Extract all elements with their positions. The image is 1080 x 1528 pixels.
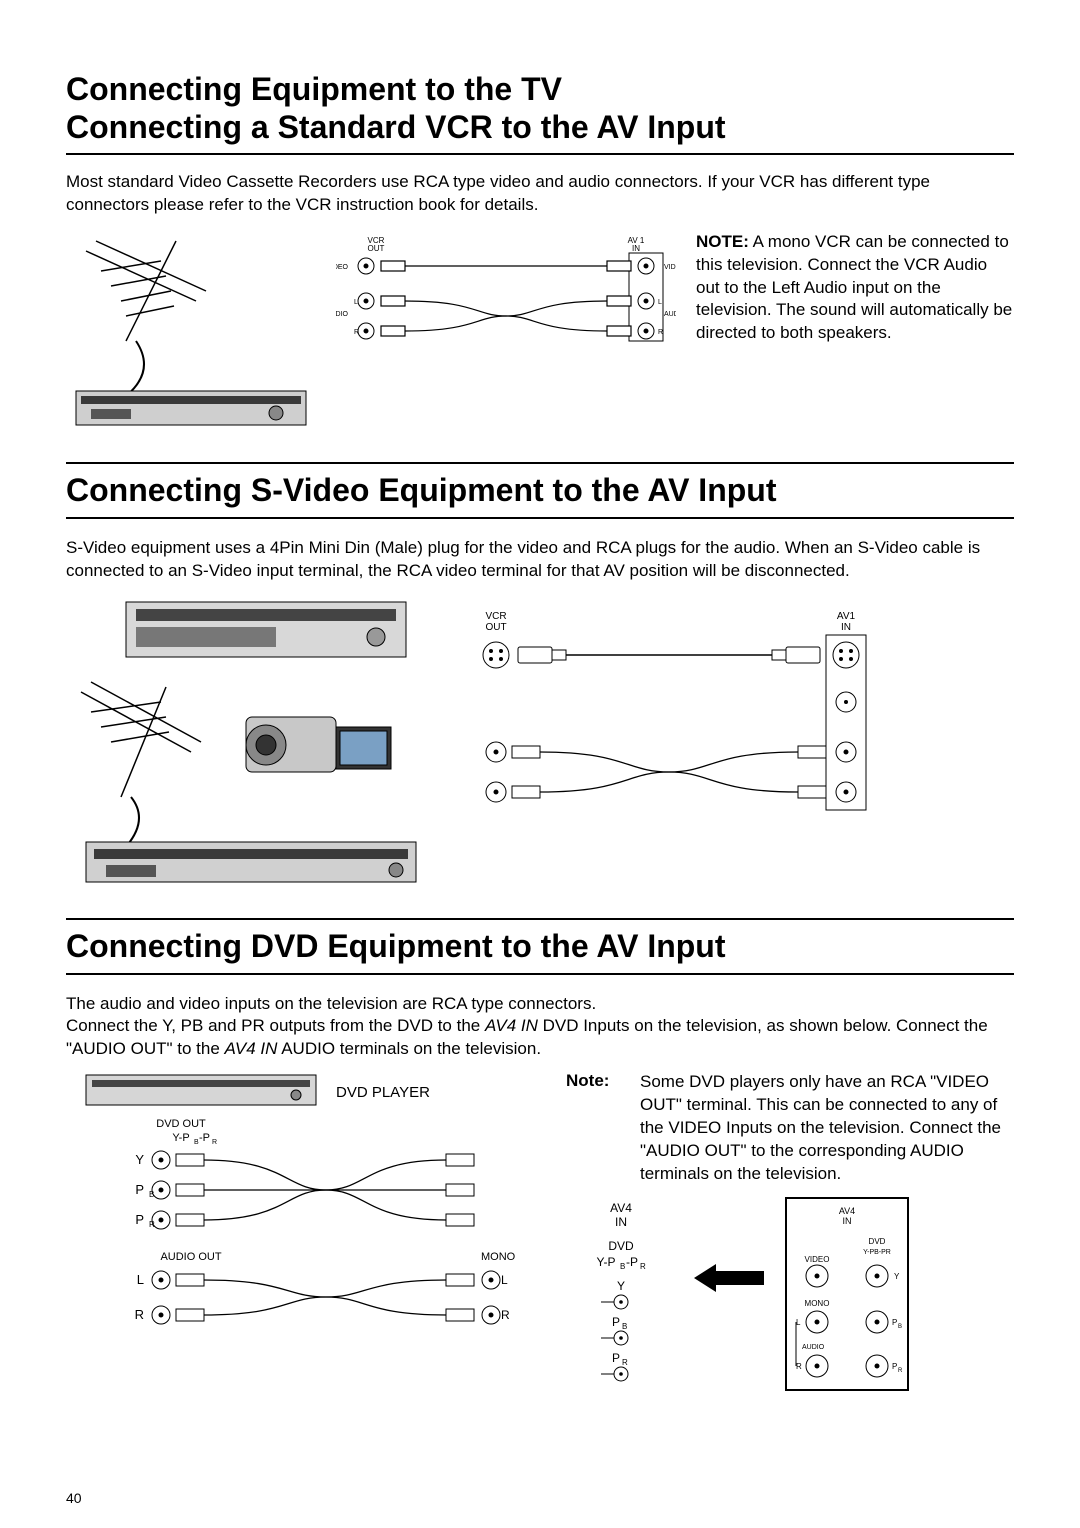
vcr-note: NOTE: A mono VCR can be connected to thi… [696,231,1014,346]
svg-text:MONO: MONO [481,1251,516,1263]
svg-text:R: R [354,329,359,336]
svg-text:R: R [135,1307,144,1322]
svg-text:-P: -P [199,1132,210,1144]
dvd-intro-b-pre: Connect the Y, PB and PR outputs from th… [66,1016,485,1035]
svg-text:DVD: DVD [608,1239,634,1253]
av4-labels: AV4 IN DVD Y-PB-PR Y PB PR [566,1194,676,1399]
rca-cable-icon: VCR OUT AV 1 IN VIDEO VIDEO AUDIO AUDIO [336,231,676,371]
dvd-intro-b-post: AUDIO terminals on the television. [277,1039,541,1058]
section-vcr: Most standard Video Cassette Recorders u… [66,171,1014,436]
svg-text:L: L [796,1318,801,1327]
av4-panel: AV4 IN DVD VIDEO Y-PB-PR Y MONO PB L [782,1194,912,1399]
svg-text:AUDIO: AUDIO [336,311,349,318]
svg-text:R: R [640,1262,646,1271]
svideo-cable-diagram: VCR OUT AV1 IN [456,597,1014,822]
dvd-av4-1: AV4 IN [485,1016,538,1035]
svg-text:R: R [898,1368,903,1374]
svg-text:R: R [501,1308,510,1322]
svg-text:IN: IN [841,622,851,633]
page-heading-sub: Connecting a Standard VCR to the AV Inpu… [66,108,1014,154]
svg-text:R: R [212,1139,217,1146]
svideo-equipment-diagram [66,597,436,892]
svg-text:Y: Y [617,1279,625,1293]
svg-text:VIDEO: VIDEO [805,1255,830,1264]
svg-text:Y: Y [894,1272,900,1281]
svg-text:L: L [137,1272,144,1287]
av4-text-icon: AV4 IN DVD Y-PB-PR Y PB PR [566,1194,676,1394]
dvd-av4-2: AV4 IN [225,1039,278,1058]
svideo-equipment-icon [66,597,436,887]
svg-text:OUT: OUT [485,622,506,633]
dvd-intro-a: The audio and video inputs on the televi… [66,994,596,1013]
svg-text:P: P [892,1318,897,1327]
svg-text:P: P [135,1212,144,1227]
svg-text:B: B [898,1324,902,1330]
svg-text:R: R [622,1358,628,1367]
svg-text:IN: IN [615,1215,627,1229]
vcr-cable-diagram: VCR OUT AV 1 IN VIDEO VIDEO AUDIO AUDIO [336,231,676,376]
svg-text:R: R [149,1220,155,1229]
svg-text:L: L [658,299,662,306]
dvd-note-label: Note: [566,1071,620,1186]
svg-text:DVD OUT: DVD OUT [156,1118,206,1130]
svideo-cable-icon: VCR OUT AV1 IN [456,597,876,817]
vcr-diagram-left [66,231,316,436]
section-svideo-intro: S-Video equipment uses a 4Pin Mini Din (… [66,537,1014,583]
dvd-cable-icon: DVD PLAYER DVD OUT Y-PB-PR Y PB PR AUDIO… [66,1065,546,1370]
svg-text:Y-PB-PR: Y-PB-PR [863,1249,891,1256]
svg-text:B: B [149,1190,154,1199]
section-vcr-intro: Most standard Video Cassette Recorders u… [66,171,1014,217]
svg-text:IN: IN [632,244,640,253]
svg-text:VIDEO: VIDEO [336,264,349,271]
svg-text:Y-P: Y-P [172,1132,189,1144]
antenna-vcr-icon [66,231,316,431]
page-number: 40 [66,1490,82,1506]
section-dvd-title: Connecting DVD Equipment to the AV Input [66,918,1014,975]
svg-text:AV4: AV4 [839,1206,855,1216]
svg-text:DVD: DVD [869,1237,886,1246]
svg-text:P: P [135,1182,144,1197]
svg-text:P: P [892,1362,897,1371]
dvd-diagram: DVD PLAYER DVD OUT Y-PB-PR Y PB PR AUDIO… [66,1065,546,1375]
svg-text:-P: -P [626,1255,638,1269]
svg-text:L: L [354,299,358,306]
svg-text:VCR: VCR [485,611,506,622]
svg-text:AUDIO: AUDIO [802,1344,825,1351]
dvd-note: Note: Some DVD players only have an RCA … [566,1071,1014,1186]
svg-text:AV4: AV4 [610,1201,632,1215]
svg-text:OUT: OUT [368,244,385,253]
svg-text:B: B [622,1322,627,1331]
svg-text:B: B [620,1262,625,1271]
page-heading-main: Connecting Equipment to the TV [66,70,1014,108]
svg-text:L: L [501,1273,508,1287]
svg-text:IN: IN [843,1216,852,1226]
av4-panel-icon: AV4 IN DVD VIDEO Y-PB-PR Y MONO PB L [782,1194,912,1394]
note-label: NOTE: [696,232,749,251]
arrow-indicator [694,1264,764,1297]
svg-text:Y: Y [135,1152,144,1167]
svg-text:MONO: MONO [805,1299,830,1308]
svg-text:R: R [658,329,663,336]
svg-text:R: R [796,1362,802,1371]
section-svideo-title: Connecting S-Video Equipment to the AV I… [66,462,1014,519]
svg-text:P: P [612,1351,620,1365]
dvd-note-text: Some DVD players only have an RCA "VIDEO… [640,1071,1014,1186]
svg-text:AUDIO: AUDIO [664,311,676,318]
svg-text:Y-P: Y-P [597,1255,616,1269]
svg-text:VIDEO: VIDEO [664,264,676,271]
svg-text:DVD PLAYER: DVD PLAYER [336,1084,430,1101]
section-dvd-intro: The audio and video inputs on the televi… [66,993,1014,1062]
arrow-left-icon [694,1264,764,1292]
svg-text:AUDIO OUT: AUDIO OUT [160,1251,221,1263]
svg-text:AV1: AV1 [837,611,856,622]
svg-text:P: P [612,1315,620,1329]
